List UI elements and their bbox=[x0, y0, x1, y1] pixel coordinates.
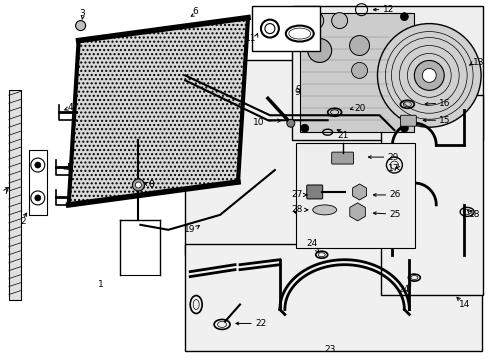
Circle shape bbox=[305, 12, 323, 30]
FancyBboxPatch shape bbox=[185, 60, 411, 255]
FancyBboxPatch shape bbox=[331, 152, 353, 164]
Polygon shape bbox=[68, 18, 247, 205]
Text: 19: 19 bbox=[183, 225, 195, 234]
Text: 24: 24 bbox=[306, 239, 317, 248]
FancyBboxPatch shape bbox=[185, 244, 481, 351]
Text: 26: 26 bbox=[388, 190, 400, 199]
Text: 7: 7 bbox=[3, 188, 9, 197]
Circle shape bbox=[76, 21, 85, 31]
Circle shape bbox=[132, 179, 144, 191]
Text: 9: 9 bbox=[295, 85, 301, 94]
Ellipse shape bbox=[312, 205, 336, 215]
FancyBboxPatch shape bbox=[299, 13, 413, 132]
FancyBboxPatch shape bbox=[291, 6, 482, 140]
FancyBboxPatch shape bbox=[295, 143, 414, 248]
Text: 28: 28 bbox=[291, 206, 302, 215]
Text: 6: 6 bbox=[192, 7, 198, 16]
Circle shape bbox=[422, 68, 435, 82]
Text: 22: 22 bbox=[254, 319, 265, 328]
Circle shape bbox=[135, 182, 141, 188]
Text: 18: 18 bbox=[468, 210, 480, 219]
Text: 20: 20 bbox=[354, 104, 365, 113]
Circle shape bbox=[300, 13, 308, 21]
FancyBboxPatch shape bbox=[400, 115, 415, 126]
Text: 5: 5 bbox=[66, 163, 71, 172]
Circle shape bbox=[35, 195, 41, 201]
Text: 21: 21 bbox=[336, 131, 347, 140]
Circle shape bbox=[35, 162, 41, 168]
Text: 13: 13 bbox=[472, 58, 484, 67]
Text: 1: 1 bbox=[98, 280, 103, 289]
Circle shape bbox=[300, 124, 308, 132]
Text: 4: 4 bbox=[68, 103, 73, 112]
FancyBboxPatch shape bbox=[251, 6, 319, 50]
FancyBboxPatch shape bbox=[306, 185, 322, 199]
Circle shape bbox=[400, 13, 407, 21]
Text: 16: 16 bbox=[438, 99, 450, 108]
Text: 15: 15 bbox=[438, 116, 450, 125]
Text: 24: 24 bbox=[397, 285, 408, 294]
FancyBboxPatch shape bbox=[29, 150, 47, 215]
Circle shape bbox=[307, 39, 331, 62]
Circle shape bbox=[351, 62, 367, 78]
Text: 14: 14 bbox=[458, 300, 469, 309]
Text: 2: 2 bbox=[20, 217, 25, 226]
Text: 17: 17 bbox=[387, 163, 399, 172]
Text: 27: 27 bbox=[291, 190, 302, 199]
Circle shape bbox=[377, 24, 480, 127]
Circle shape bbox=[413, 60, 443, 90]
Circle shape bbox=[331, 13, 347, 28]
Text: 29: 29 bbox=[386, 153, 398, 162]
Circle shape bbox=[400, 124, 407, 132]
Circle shape bbox=[349, 36, 369, 55]
Text: 10: 10 bbox=[253, 118, 264, 127]
Circle shape bbox=[286, 119, 294, 127]
FancyBboxPatch shape bbox=[381, 95, 482, 294]
Text: 12: 12 bbox=[382, 5, 393, 14]
Text: 11: 11 bbox=[244, 34, 255, 43]
Text: 3: 3 bbox=[80, 9, 85, 18]
Text: 25: 25 bbox=[388, 210, 400, 219]
FancyBboxPatch shape bbox=[9, 90, 21, 300]
Text: 9: 9 bbox=[294, 88, 300, 97]
Text: 8: 8 bbox=[148, 180, 154, 189]
Text: 23: 23 bbox=[324, 345, 335, 354]
